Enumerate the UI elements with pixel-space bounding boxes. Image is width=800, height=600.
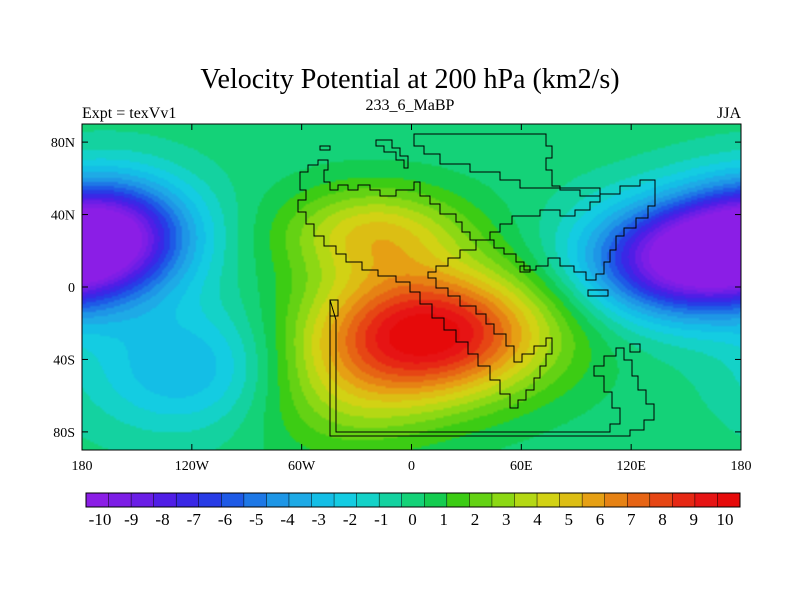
colorbar-label: -7 — [187, 510, 202, 529]
x-tick-label: 0 — [408, 459, 415, 474]
colorbar-label: 3 — [502, 510, 511, 529]
y-tick-label: 80N — [51, 136, 75, 151]
colorbar-frame — [85, 492, 741, 508]
colorbar-label: 10 — [717, 510, 734, 529]
run-label: 233_6_MaBP — [366, 97, 455, 114]
coastline — [297, 133, 656, 437]
colorbar-label: 7 — [627, 510, 636, 529]
colorbar-bin — [424, 493, 448, 507]
season-label: JJA — [717, 105, 741, 122]
colorbar-bin — [694, 493, 718, 507]
colorbar-label: -10 — [89, 510, 112, 529]
colorbar-label: 2 — [471, 510, 480, 529]
colorbar-label: 1 — [440, 510, 449, 529]
x-tick-label: 120W — [175, 459, 210, 474]
colorbar-bin — [604, 493, 628, 507]
colorbar-bin — [176, 493, 200, 507]
colorbar-bin — [559, 493, 583, 507]
colorbar-bin — [401, 493, 425, 507]
map-panel: 180 120W 60W 0 60E 120E 180 80N 40N 0 40S 80S — [51, 123, 752, 474]
colorbar-bin — [86, 493, 109, 507]
colorbar-bin — [649, 493, 673, 507]
x-axis: 180 120W 60W 0 60E 120E 180 — [72, 124, 752, 474]
colorbar: -10 -9 -8 -7 -6 -5 -4 -3 -2 -1 0 1 2 3 4 5 6 7 8 9 10 — [85, 492, 741, 529]
x-tick-label: 60W — [288, 459, 316, 474]
colorbar-bin — [379, 493, 403, 507]
y-tick-label: 80S — [53, 426, 75, 441]
colorbar-bin — [356, 493, 380, 507]
velocity-potential-field — [82, 124, 741, 450]
colorbar-label: -5 — [249, 510, 263, 529]
x-tick-label: 180 — [731, 459, 752, 474]
colorbar-bin — [288, 493, 312, 507]
colorbar-label: -2 — [343, 510, 357, 529]
colorbar-bin — [334, 493, 357, 507]
colorbar-label: 9 — [690, 510, 699, 529]
colorbar-bin — [311, 493, 335, 507]
colorbar-bin — [446, 493, 470, 507]
y-tick-label: 0 — [68, 281, 75, 296]
colorbar-bin — [153, 493, 177, 507]
colorbar-label: -1 — [374, 510, 388, 529]
colorbar-bin — [108, 493, 132, 507]
chart-title: Velocity Potential at 200 hPa (km2/s) — [200, 64, 619, 95]
x-tick-label: 120E — [616, 459, 646, 474]
colorbar-label: 0 — [408, 510, 417, 529]
colorbar-bin — [514, 493, 538, 507]
colorbar-bin — [221, 493, 245, 507]
y-tick-label: 40N — [51, 209, 75, 224]
colorbar-bin — [582, 493, 605, 507]
colorbar-bin — [198, 493, 222, 507]
colorbar-label: -4 — [280, 510, 295, 529]
colorbar-label: -9 — [124, 510, 138, 529]
experiment-label: Expt = texVv1 — [82, 105, 176, 122]
colorbar-bin — [717, 493, 741, 507]
colorbar-bin — [491, 493, 515, 507]
colorbar-label: 8 — [658, 510, 667, 529]
x-tick-label: 60E — [510, 459, 533, 474]
colorbar-label: 4 — [533, 510, 542, 529]
colorbar-bin — [243, 493, 267, 507]
colorbar-bin — [266, 493, 290, 507]
colorbar-label: 6 — [596, 510, 605, 529]
colorbar-bin — [131, 493, 154, 507]
x-tick-label: 180 — [72, 459, 93, 474]
colorbar-label: 5 — [565, 510, 574, 529]
y-axis: 80N 40N 0 40S 80S — [51, 136, 741, 441]
colorbar-bin — [627, 493, 651, 507]
colorbar-label: -3 — [312, 510, 326, 529]
colorbar-label: -6 — [218, 510, 232, 529]
colorbar-label: -8 — [155, 510, 169, 529]
colorbar-bin — [672, 493, 696, 507]
colorbar-bin — [469, 493, 493, 507]
colorbar-bin — [537, 493, 560, 507]
y-tick-label: 40S — [53, 353, 75, 368]
